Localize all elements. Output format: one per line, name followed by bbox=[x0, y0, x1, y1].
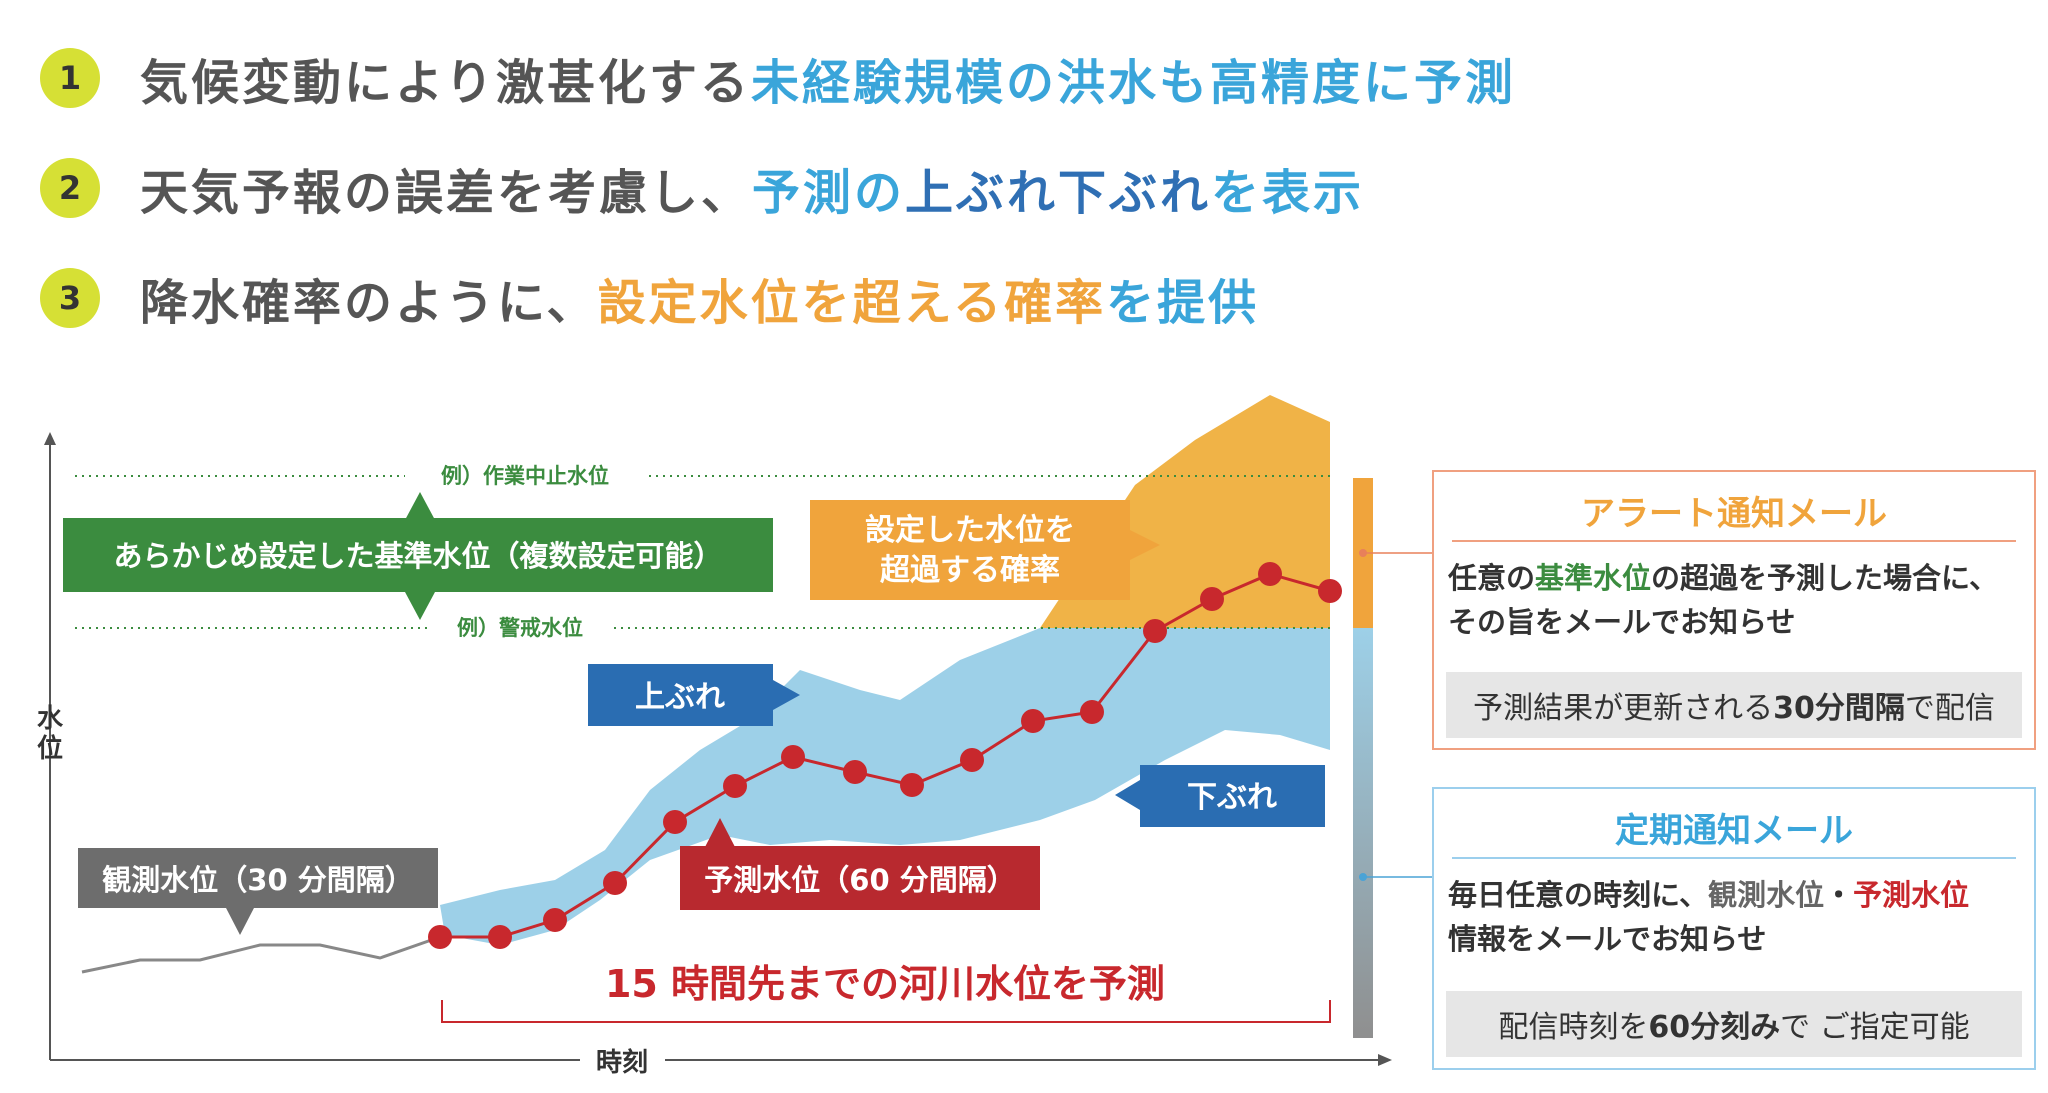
observed-line bbox=[81, 935, 441, 974]
forecast-diagram: 水 位 時刻 例）作業中止水位 例）警戒水位 あらかじめ設定した基準水位（複数設… bbox=[37, 395, 1432, 1078]
x-axis-arrow bbox=[1378, 1054, 1392, 1066]
periodic-mail-body: 毎日任意の時刻に、観測水位・予測水位 情報をメールでお知らせ bbox=[1448, 878, 1970, 956]
upper-level-label: 例）作業中止水位 bbox=[441, 464, 609, 488]
threshold-down-arrow bbox=[405, 592, 435, 620]
forecast-point bbox=[1080, 700, 1104, 724]
forecast-point bbox=[1318, 579, 1342, 603]
observed-label: 観測水位（30 分間隔） bbox=[102, 863, 413, 897]
observed-label-pointer bbox=[225, 906, 255, 935]
forecast-point bbox=[428, 925, 452, 949]
forecast-point bbox=[723, 774, 747, 798]
feature-3-text: 降水確率のように、設定水位を超える確率を提供 bbox=[140, 275, 1260, 331]
forecast-point bbox=[543, 908, 567, 932]
feature-2-text: 天気予報の誤差を考慮し、予測の上ぶれ下ぶれを表示 bbox=[140, 165, 1365, 221]
forecast-point bbox=[960, 748, 984, 772]
forecast-point bbox=[843, 760, 867, 784]
alert-mail-divider bbox=[1452, 540, 2016, 542]
periodic-mail-schedule: 配信時刻を 60分刻みで ご指定可能 bbox=[1446, 991, 2022, 1057]
y-axis-label-1: 水 bbox=[37, 704, 64, 734]
uncertainty-band bbox=[440, 628, 1330, 945]
observed-label-box bbox=[78, 848, 438, 908]
forecast-label-pointer bbox=[705, 818, 735, 847]
forecast-point bbox=[663, 810, 687, 834]
periodic-mail-title: 定期通知メール bbox=[1615, 811, 1853, 851]
periodic-mail-panel: 定期通知メール 毎日任意の時刻に、観測水位・予測水位 情報をメールでお知らせ 配… bbox=[1432, 787, 2036, 1070]
feature-1-text: 気候変動により激甚化する未経験規模の洪水も高精度に予測 bbox=[140, 55, 1517, 111]
lower-label-box bbox=[1140, 765, 1325, 827]
periodic-connector-dot bbox=[1359, 873, 1367, 881]
forecast-point bbox=[900, 773, 924, 797]
y-axis-arrow bbox=[44, 432, 56, 445]
forecast-point bbox=[1143, 619, 1167, 643]
status-bar-bottom bbox=[1353, 628, 1373, 1038]
lower-level-label: 例）警戒水位 bbox=[457, 616, 583, 640]
threshold-box-label: あらかじめ設定した基準水位（複数設定可能） bbox=[113, 539, 722, 573]
lower-label: 下ぶれ bbox=[1187, 780, 1277, 815]
forecast-label: 予測水位（60 分間隔） bbox=[704, 863, 1015, 897]
feature-1-badge: 1 bbox=[40, 48, 100, 108]
forecast-point bbox=[1200, 587, 1224, 611]
forecast-points bbox=[428, 562, 1342, 949]
forecast-point bbox=[1258, 562, 1282, 586]
feature-1: 1 気候変動により激甚化する未経験規模の洪水も高精度に予測 bbox=[40, 38, 1516, 118]
horizon-bracket bbox=[441, 1000, 1331, 1023]
upper-label-box bbox=[588, 664, 773, 726]
prob-box-pointer bbox=[1130, 530, 1160, 560]
forecast-point bbox=[781, 745, 805, 769]
alert-mail-title: アラート通知メール bbox=[1581, 494, 1887, 534]
feature-2-badge: 2 bbox=[40, 158, 100, 218]
threshold-up-arrow bbox=[405, 492, 435, 520]
feature-2: 2 天気予報の誤差を考慮し、予測の上ぶれ下ぶれを表示 bbox=[40, 148, 1364, 228]
alert-mail-panel: アラート通知メール 任意の基準水位の超過を予測した場合に、 その旨をメールでお知… bbox=[1432, 470, 2036, 750]
threshold-box bbox=[63, 518, 773, 592]
feature-3: 3 降水確率のように、設定水位を超える確率を提供 bbox=[40, 258, 1259, 338]
y-axis-label-2: 位 bbox=[37, 733, 63, 764]
horizon-label: 15 時間先までの河川水位を予測 bbox=[605, 962, 1165, 1006]
alert-mail-body: 任意の基準水位の超過を予測した場合に、 その旨をメールでお知らせ bbox=[1448, 561, 1999, 639]
prob-box-line2: 超過する確率 bbox=[880, 553, 1060, 588]
upper-label: 上ぶれ bbox=[635, 680, 725, 715]
periodic-mail-divider bbox=[1452, 857, 2016, 859]
forecast-point bbox=[1021, 709, 1045, 733]
alert-connector-dot bbox=[1359, 549, 1367, 557]
prob-box bbox=[810, 500, 1130, 600]
forecast-point bbox=[488, 925, 512, 949]
forecast-point bbox=[603, 871, 627, 895]
alert-mail-schedule: 予測結果が更新される 30分間隔 で配信 bbox=[1446, 672, 2022, 738]
prob-box-line1: 設定した水位を bbox=[865, 513, 1075, 548]
forecast-label-box bbox=[680, 846, 1040, 910]
forecast-line bbox=[440, 572, 1331, 939]
upper-label-pointer bbox=[773, 680, 800, 710]
lower-label-pointer bbox=[1115, 780, 1140, 810]
x-axis-label: 時刻 bbox=[596, 1047, 648, 1078]
feature-3-badge: 3 bbox=[40, 268, 100, 328]
